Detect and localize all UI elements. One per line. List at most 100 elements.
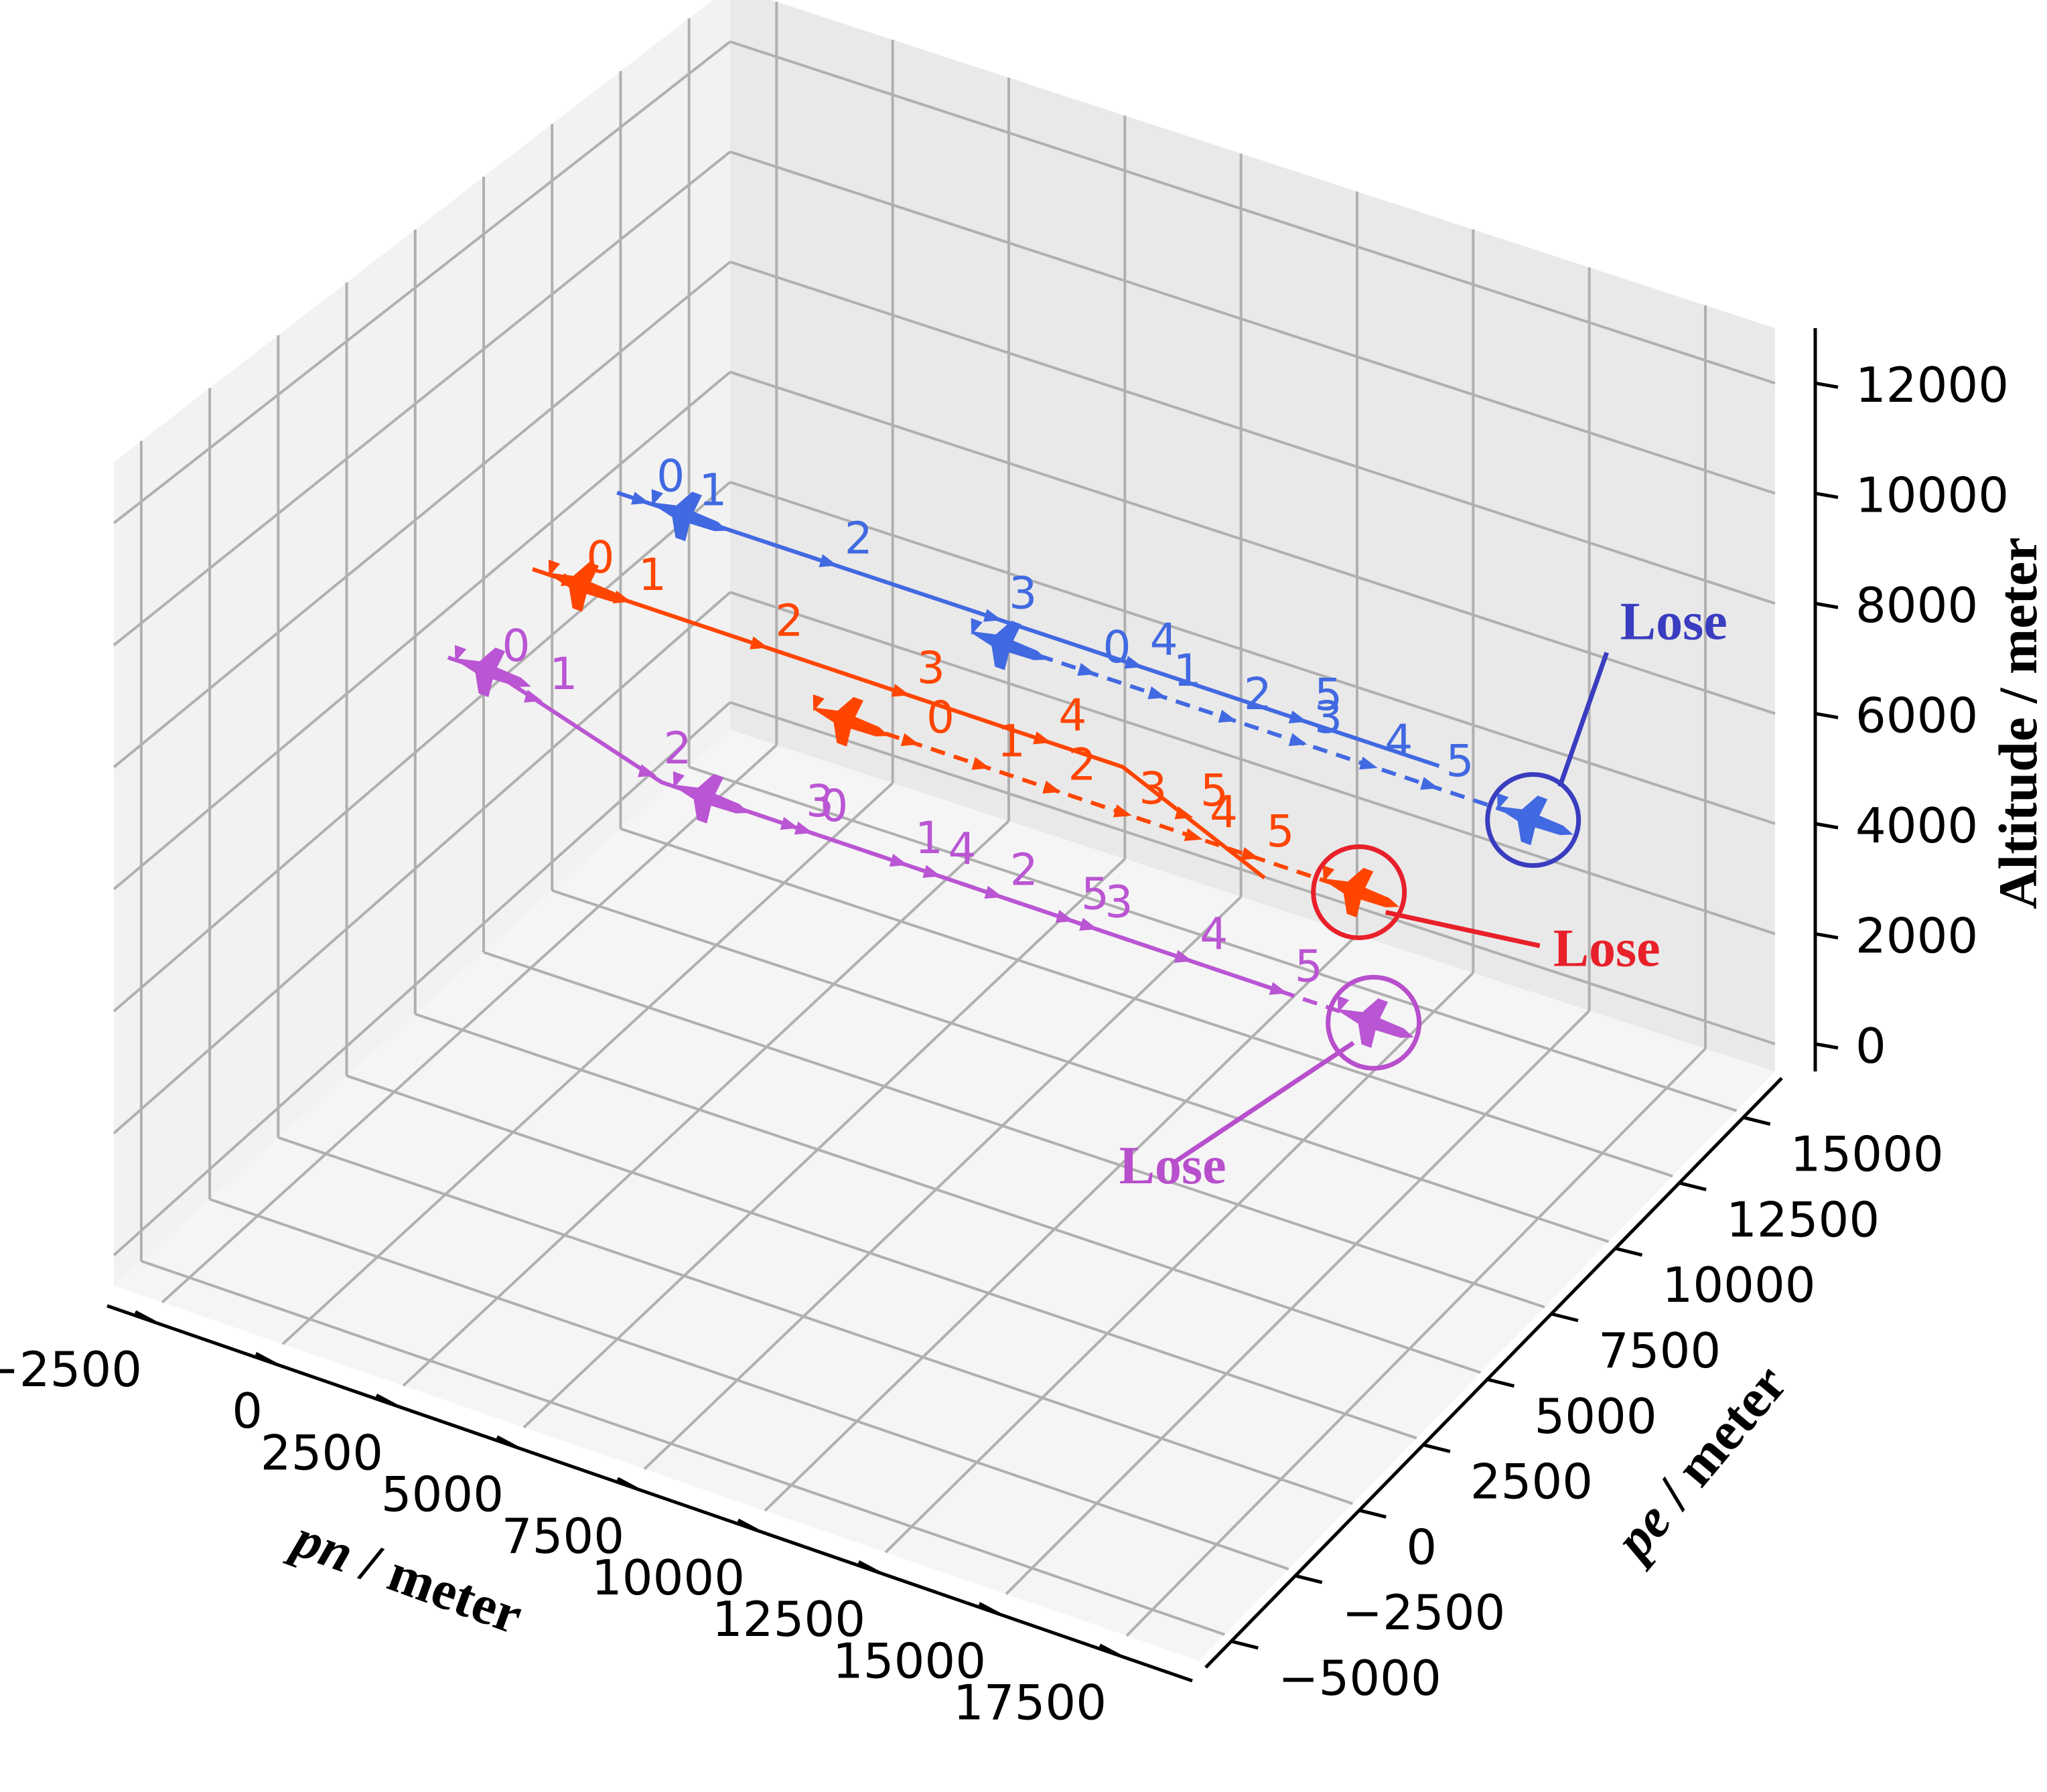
time-marker-label: 5: [1267, 806, 1295, 857]
arrow-head: [1269, 982, 1288, 995]
arrow-head: [1055, 909, 1074, 923]
arrow-head: [794, 822, 813, 835]
grid-line-z-left: [113, 260, 731, 769]
arrow-head: [750, 636, 768, 650]
trajectory-line: [708, 796, 1374, 1025]
time-marker-label: 3: [917, 642, 945, 694]
trajectory-arrow: [1113, 804, 1132, 818]
z-tick-label: 12000: [1855, 357, 2009, 413]
loss-label: Lose: [1119, 1136, 1226, 1195]
arrow-head: [922, 865, 942, 878]
aircraft-shape: [454, 645, 531, 697]
loss-label: Lose: [1620, 592, 1727, 651]
x-tick-mark: [616, 1477, 639, 1491]
back-pane: [730, 0, 1775, 1071]
floor-pane: [114, 730, 1775, 1661]
y-tick-label: 2500: [1470, 1454, 1593, 1510]
arrow-head: [1033, 731, 1052, 745]
z-tick-label: 0: [1855, 1018, 1886, 1074]
time-marker-label: 1: [549, 648, 577, 700]
arrow-head: [889, 853, 908, 867]
x-tick-label: 15000: [833, 1633, 986, 1689]
x-tick-mark: [978, 1602, 1001, 1616]
time-marker-label: 3: [1314, 692, 1342, 743]
trajectory-arrow: [984, 885, 1003, 899]
y-tick-mark: [1295, 1574, 1323, 1584]
aircraft-shape: [673, 771, 750, 824]
arrow-head: [1113, 804, 1132, 818]
aircraft-icon: [971, 617, 1048, 670]
trajectory-arrow: [1218, 709, 1237, 723]
time-marker-label: 4: [1210, 787, 1238, 838]
aircraft-shape: [1337, 995, 1414, 1048]
z-tick-mark: [1815, 601, 1839, 609]
time-marker-label: 5: [1295, 940, 1323, 992]
arrow-head: [1420, 777, 1439, 790]
x-tick-label: 17500: [953, 1675, 1107, 1731]
time-marker-label: 1: [699, 464, 727, 516]
loss-leader-line: [1557, 652, 1610, 788]
grid-line-z-left: [113, 591, 731, 1134]
trajectory-arrow: [1055, 909, 1074, 923]
y-tick-label: 15000: [1790, 1126, 1944, 1183]
trajectory-arrow: [1358, 756, 1378, 770]
aircraft-shape: [548, 559, 625, 612]
arrow-head: [1174, 950, 1193, 963]
aircraft-icon: [651, 489, 728, 542]
y-tick-label: 0: [1406, 1519, 1437, 1575]
x-tick-label: 10000: [591, 1550, 745, 1606]
y-tick-label: 10000: [1663, 1257, 1816, 1313]
grid-line-z-back: [729, 40, 1776, 385]
arrow-head: [819, 554, 838, 567]
arrow-head: [1079, 917, 1098, 931]
aircraft-icon: [673, 771, 750, 824]
time-marker-label: 2: [845, 513, 873, 565]
grid-line-y-floor: [620, 827, 1673, 1178]
grid-line-z-back: [729, 370, 1776, 715]
trajectory-arrow: [1288, 710, 1308, 724]
loss-circle: [1326, 974, 1422, 1071]
arrow-head: [1077, 662, 1096, 676]
trajectory-arrow: [794, 822, 813, 835]
trajectory-arrow: [900, 733, 920, 747]
x-axis-title: pn / meter: [282, 1506, 531, 1646]
arrow-head: [984, 885, 1003, 899]
aircraft-icon: [454, 645, 531, 697]
trajectory-arrow: [1288, 733, 1308, 747]
trajectory-arrow: [780, 816, 799, 830]
grid-line-x-floor: [764, 934, 1358, 1512]
arrow-head: [1218, 709, 1237, 723]
grid-line-x-floor: [161, 744, 778, 1304]
aircraft-shape: [651, 489, 728, 542]
arrow-head: [1288, 733, 1308, 747]
trajectory-arrow: [631, 492, 650, 505]
time-marker-label: 1: [997, 715, 1026, 767]
aircraft-icon: [813, 694, 890, 747]
y-tick-mark: [1423, 1443, 1451, 1453]
trajectory-arrow: [1184, 828, 1203, 841]
grid-line-y-floor: [209, 1197, 1289, 1571]
trajectory-arrow: [819, 554, 838, 567]
trajectory-arrow: [971, 757, 991, 770]
y-tick-label: 12500: [1726, 1191, 1880, 1248]
trajectory-arrow: [1174, 806, 1194, 820]
grid-line-z-left: [113, 371, 731, 891]
time-marker-label: 4: [1058, 690, 1086, 741]
aircraft-shape: [813, 694, 890, 747]
time-marker-label: 2: [775, 595, 803, 646]
arrow-head: [1042, 780, 1061, 794]
trajectory-arrow: [1241, 847, 1260, 861]
arrow-head: [983, 609, 1002, 622]
trajectory-arrow: [750, 636, 768, 650]
loss-circle: [1311, 844, 1407, 940]
time-marker-label: 4: [1150, 614, 1178, 666]
loss-leader-line: [1171, 1041, 1355, 1166]
time-marker-label: 5: [1200, 765, 1228, 816]
time-marker-label: 0: [502, 620, 531, 672]
grid-line-z-left: [113, 151, 731, 646]
time-marker-label: 4: [948, 824, 977, 875]
z-tick-mark: [1815, 931, 1839, 940]
trajectory-arrow: [1269, 982, 1288, 995]
z-tick-label: 10000: [1855, 467, 2009, 524]
time-marker-label: 5: [1081, 869, 1109, 920]
